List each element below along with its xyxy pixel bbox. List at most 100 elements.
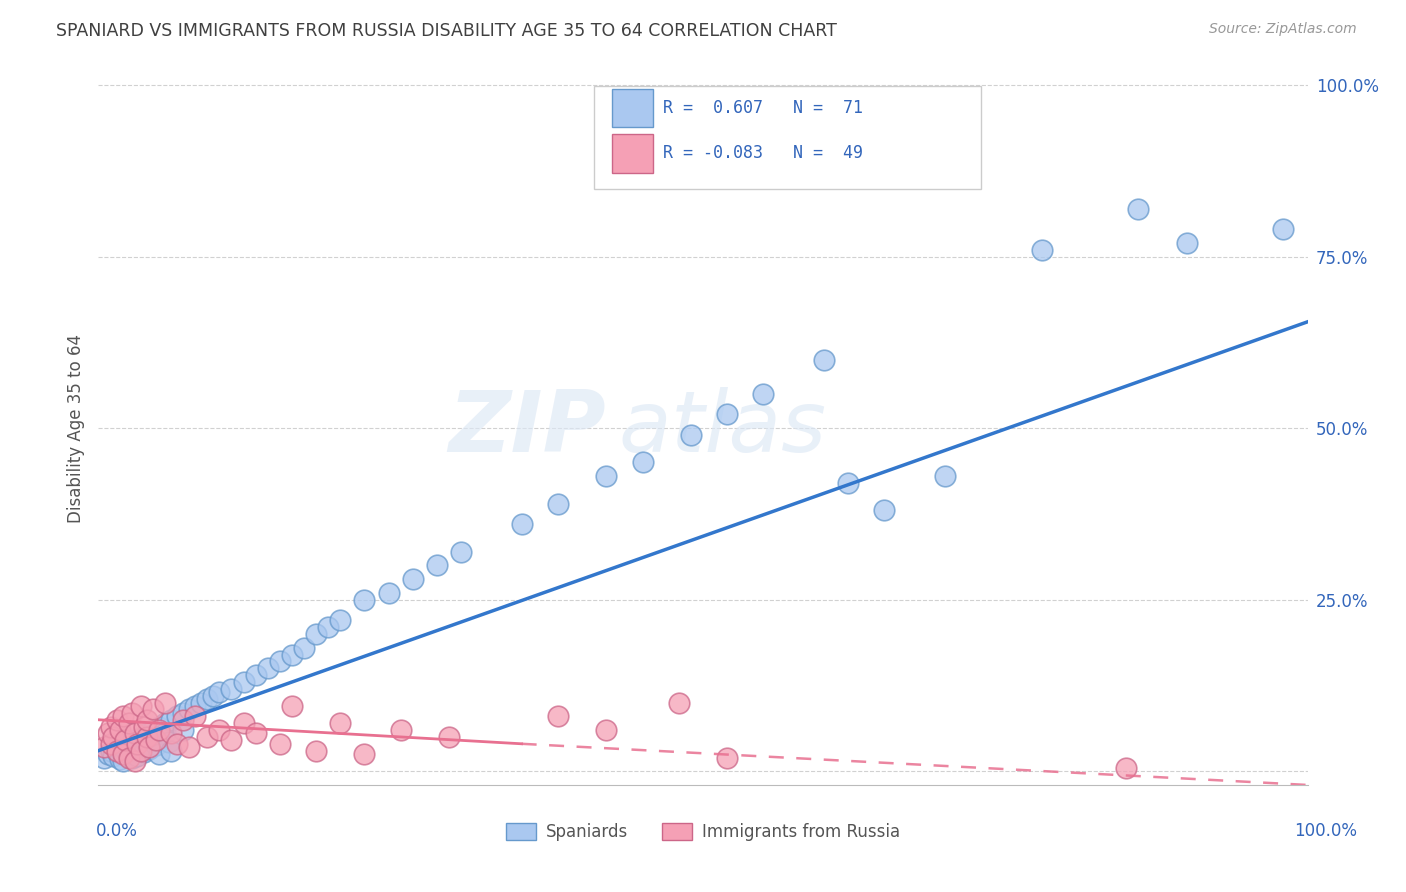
Point [135,737,157,751]
Text: Source: ZipAtlas.com: Source: ZipAtlas.com [1209,22,1357,37]
Point [135,730,157,744]
Point [269,737,291,751]
Text: 0.0%: 0.0% [96,822,138,840]
Point [105,744,128,758]
Point [153,726,176,740]
Point [129,740,152,755]
FancyBboxPatch shape [613,88,654,128]
Point [121,750,143,764]
Point [108,752,131,766]
Point [813,352,835,367]
Point [172,723,194,737]
Point [145,733,167,747]
Point [134,720,156,734]
Point [124,726,146,740]
Point [195,692,218,706]
Point [153,716,176,731]
Point [389,723,412,737]
Point [118,750,141,764]
Point [595,723,617,737]
Point [221,681,243,696]
Point [668,696,690,710]
Point [292,640,315,655]
Point [281,699,304,714]
Point [179,702,201,716]
Point [93,750,115,764]
Point [1031,243,1053,257]
Point [1175,235,1198,250]
Point [105,713,128,727]
Point [353,592,375,607]
Point [129,699,152,714]
Point [97,726,120,740]
Point [160,744,183,758]
Point [114,742,136,756]
Point [124,733,146,747]
Point [202,689,225,703]
Text: atlas: atlas [619,386,827,470]
Point [93,740,115,755]
Point [142,702,165,716]
Point [752,387,775,401]
Point [1272,222,1295,236]
Point [157,735,180,749]
Point [118,716,141,731]
Y-axis label: Disability Age 35 to 64: Disability Age 35 to 64 [66,334,84,523]
Point [135,726,157,740]
Legend: Spaniards, Immigrants from Russia: Spaniards, Immigrants from Russia [499,816,907,848]
Point [118,738,141,752]
Point [329,613,352,627]
Point [108,723,131,737]
Point [873,503,896,517]
Point [172,713,194,727]
Point [138,740,160,755]
Point [510,517,533,532]
Point [437,730,460,744]
Text: 100.0%: 100.0% [1294,822,1357,840]
Point [124,744,146,758]
Point [111,737,134,751]
Point [100,744,122,758]
Point [232,716,254,731]
Point [114,733,136,747]
Point [127,749,149,764]
Point [172,706,194,720]
Point [208,723,231,737]
Point [100,737,122,751]
Point [142,723,165,737]
Point [111,709,134,723]
Point [129,744,152,758]
Point [160,713,183,727]
Point [245,726,267,740]
Point [716,750,738,764]
Point [118,747,141,761]
FancyBboxPatch shape [613,134,654,172]
Point [377,586,399,600]
Point [281,648,304,662]
Point [450,544,472,558]
Point [184,709,207,723]
Point [153,696,176,710]
Point [1115,761,1137,775]
Point [232,675,254,690]
Point [166,737,188,751]
Text: R =  0.607   N =  71: R = 0.607 N = 71 [664,99,863,117]
Point [179,740,201,755]
Point [631,455,654,469]
Point [547,497,569,511]
Point [837,476,859,491]
Text: SPANIARD VS IMMIGRANTS FROM RUSSIA DISABILITY AGE 35 TO 64 CORRELATION CHART: SPANIARD VS IMMIGRANTS FROM RUSSIA DISAB… [56,22,837,40]
Point [305,744,328,758]
Point [595,469,617,483]
Point [138,742,160,756]
Point [190,696,212,710]
Point [1128,202,1150,216]
Point [148,723,170,737]
Point [245,668,267,682]
Point [160,726,183,740]
Point [716,408,738,422]
Point [305,627,328,641]
Point [208,685,231,699]
Point [679,428,702,442]
Point [184,699,207,714]
